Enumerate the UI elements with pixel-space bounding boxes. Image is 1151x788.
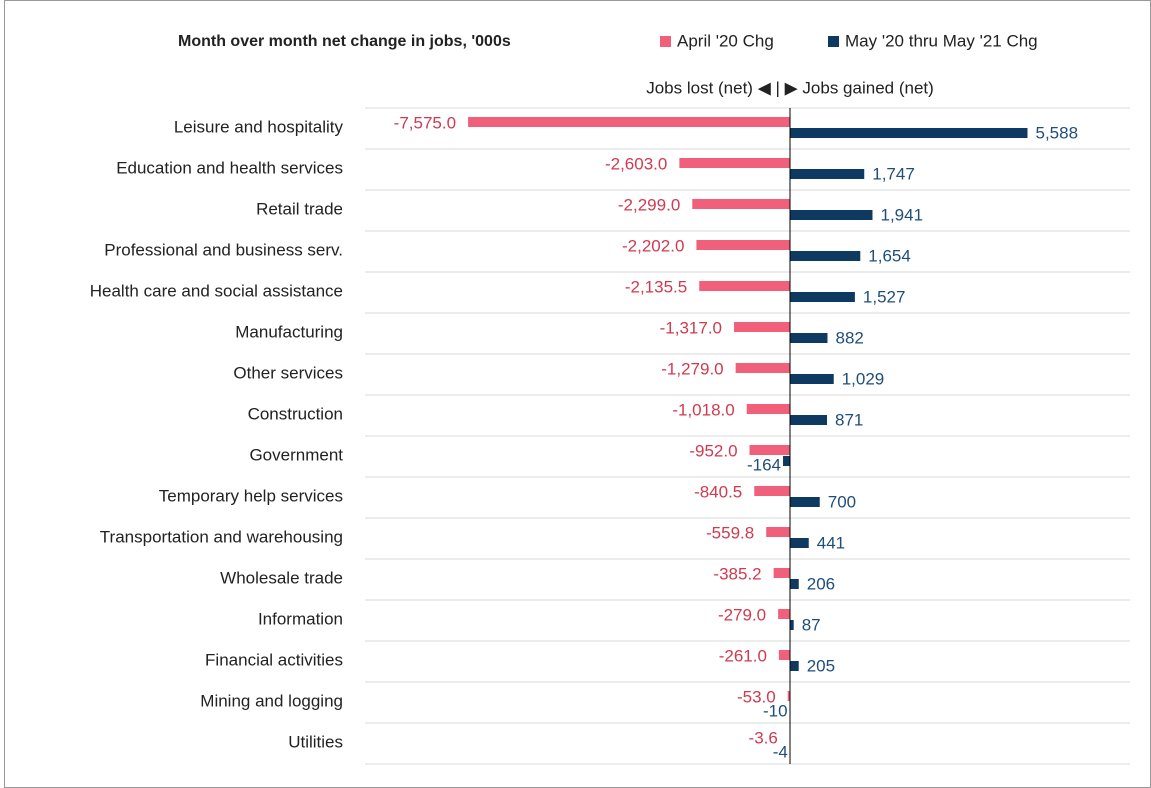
category-label: Information — [258, 609, 343, 628]
bar — [790, 415, 828, 425]
category-label: Leisure and hospitality — [174, 117, 344, 136]
bar — [679, 158, 790, 168]
value-label: 441 — [817, 533, 845, 552]
value-label: 1,747 — [872, 164, 915, 183]
bar — [790, 292, 855, 302]
value-label: 882 — [835, 328, 863, 347]
value-label: 1,941 — [880, 205, 923, 224]
bar — [783, 456, 790, 466]
bar — [692, 199, 790, 209]
value-label: 1,527 — [863, 287, 906, 306]
category-label: Transportation and warehousing — [100, 527, 343, 546]
bar — [749, 445, 790, 455]
value-label: -10 — [763, 701, 788, 720]
bar — [790, 538, 809, 548]
value-label: -279.0 — [718, 605, 766, 624]
value-label: -164 — [747, 455, 781, 474]
bar — [790, 620, 794, 630]
value-label: 205 — [807, 656, 835, 675]
bar — [468, 117, 790, 127]
value-label: -559.8 — [706, 523, 754, 542]
bar — [766, 527, 790, 537]
category-label: Financial activities — [205, 650, 343, 669]
value-label: 1,029 — [842, 369, 885, 388]
bar — [734, 322, 790, 332]
value-label: -2,135.5 — [625, 277, 687, 296]
bar — [746, 404, 790, 414]
category-label: Wholesale trade — [220, 568, 343, 587]
value-label: -1,317.0 — [660, 318, 722, 337]
legend-swatch — [660, 36, 671, 47]
bar — [790, 251, 861, 261]
bar — [790, 661, 799, 671]
bar — [773, 568, 790, 578]
legend-swatch — [828, 36, 839, 47]
bar — [778, 650, 790, 660]
category-label: Temporary help services — [159, 486, 343, 505]
category-label: Health care and social assistance — [90, 281, 343, 300]
category-label: Professional and business serv. — [104, 240, 343, 259]
chart-title: Month over month net change in jobs, '00… — [178, 33, 511, 50]
value-label: -261.0 — [719, 646, 767, 665]
value-label: 1,654 — [868, 246, 911, 265]
value-label: -952.0 — [689, 441, 737, 460]
bar — [696, 240, 790, 250]
category-label: Education and health services — [116, 158, 343, 177]
value-label: -53.0 — [737, 687, 776, 706]
category-label: Manufacturing — [235, 322, 343, 341]
value-label: 5,588 — [1035, 123, 1078, 142]
bar — [790, 333, 828, 343]
legend-label: May '20 thru May '21 Chg — [845, 31, 1038, 50]
category-label: Construction — [248, 404, 343, 423]
value-label: -385.2 — [713, 564, 761, 583]
value-label: -840.5 — [694, 482, 742, 501]
bar — [790, 497, 820, 507]
annotation: Jobs lost (net) ◀ | ▶ Jobs gained (net) — [646, 78, 934, 97]
value-label: 206 — [807, 574, 835, 593]
value-label: 87 — [802, 615, 821, 634]
value-label: 700 — [828, 492, 856, 511]
bar — [790, 128, 1028, 138]
bar — [790, 579, 799, 589]
category-label: Government — [249, 445, 343, 464]
value-label: -7,575.0 — [394, 113, 456, 132]
category-label: Other services — [233, 363, 343, 382]
category-label: Utilities — [288, 732, 343, 751]
bar — [790, 374, 834, 384]
value-label: 871 — [835, 410, 863, 429]
category-label: Retail trade — [256, 199, 343, 218]
bar — [754, 486, 790, 496]
value-label: -4 — [773, 742, 788, 761]
value-label: -2,202.0 — [622, 236, 684, 255]
value-label: -2,299.0 — [618, 195, 680, 214]
bar — [699, 281, 790, 291]
bar — [735, 363, 790, 373]
bar — [790, 169, 865, 179]
legend-label: April '20 Chg — [677, 31, 774, 50]
value-label: -1,279.0 — [661, 359, 723, 378]
value-label: -3.6 — [749, 728, 778, 747]
category-label: Mining and logging — [200, 691, 343, 710]
value-label: -1,018.0 — [672, 400, 734, 419]
bar — [778, 609, 790, 619]
value-label: -2,603.0 — [605, 154, 667, 173]
bar — [787, 691, 790, 701]
bar — [790, 210, 873, 220]
